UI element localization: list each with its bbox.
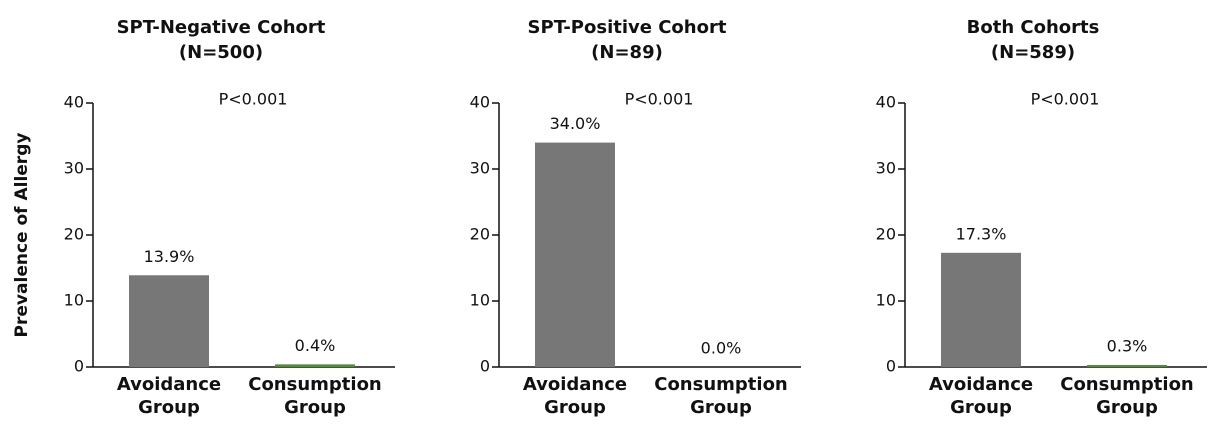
y-tick-label: 20 — [876, 225, 896, 244]
bar — [129, 275, 209, 367]
y-tick-label: 30 — [876, 159, 896, 178]
value-label: 34.0% — [550, 114, 601, 133]
x-tick-label: Consumption Group — [1060, 374, 1194, 418]
chart-subtitle: (N=89) — [591, 42, 663, 63]
y-tick-label: 40 — [876, 93, 896, 112]
y-tick-label: 0 — [74, 357, 84, 376]
x-tick-label: Avoidance Group — [116, 374, 222, 418]
value-label: 0.0% — [701, 339, 742, 358]
x-tick-label: Consumption Group — [248, 374, 382, 418]
chart-title: Both Cohorts — [967, 17, 1100, 38]
y-tick-label: 20 — [470, 225, 490, 244]
annotation: P<0.001 — [1031, 90, 1100, 109]
y-tick-label: 30 — [470, 159, 490, 178]
y-tick-label: 0 — [480, 357, 490, 376]
chart-title: SPT-Negative Cohort — [117, 17, 326, 38]
bar — [535, 142, 615, 367]
y-tick-label: 10 — [64, 291, 84, 310]
annotation: P<0.001 — [219, 90, 288, 109]
y-tick-label: 0 — [886, 357, 896, 376]
value-label: 0.4% — [295, 336, 336, 355]
y-tick-label: 10 — [876, 291, 896, 310]
value-label: 0.3% — [1107, 337, 1148, 356]
y-tick-label: 20 — [64, 225, 84, 244]
value-label: 13.9% — [144, 247, 195, 266]
annotation: P<0.001 — [625, 90, 694, 109]
chart-title: SPT-Positive Cohort — [528, 17, 727, 38]
x-tick-label: Consumption Group — [654, 374, 788, 418]
chart-subtitle: (N=500) — [179, 42, 263, 63]
y-tick-label: 10 — [470, 291, 490, 310]
x-tick-label: Avoidance Group — [928, 374, 1034, 418]
y-tick-label: 40 — [470, 93, 490, 112]
chart-subtitle: (N=589) — [991, 42, 1075, 63]
bar — [1087, 365, 1167, 367]
bar — [941, 252, 1021, 367]
y-tick-label: 40 — [64, 93, 84, 112]
bar — [275, 364, 355, 367]
value-label: 17.3% — [956, 224, 1007, 243]
y-tick-label: 30 — [64, 159, 84, 178]
x-tick-label: Avoidance Group — [522, 374, 628, 418]
y-axis-label: Prevalence of Allergy — [12, 133, 32, 338]
